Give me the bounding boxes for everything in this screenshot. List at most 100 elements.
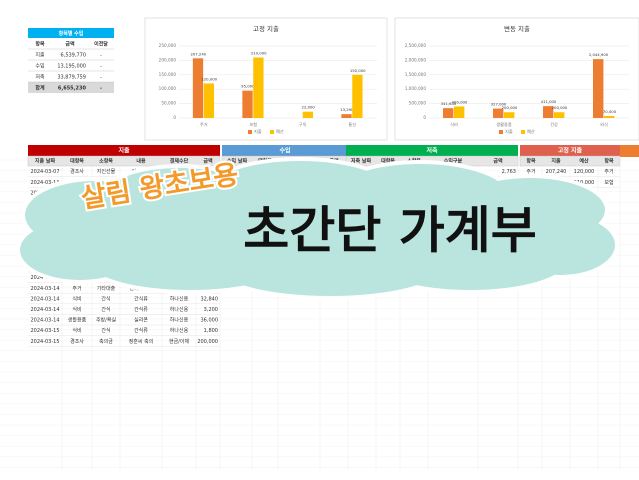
cloud <box>50 190 590 274</box>
summary-header: 항목 <box>35 41 45 48</box>
cell: 2024-03-14 <box>30 307 59 313</box>
y-tick-label: 150,000 <box>159 72 177 77</box>
cell: 2024-03-11 <box>30 180 59 186</box>
bar <box>554 112 565 118</box>
column-header: 결제수단 <box>170 158 189 165</box>
cell: 2024-03-15 <box>30 328 59 334</box>
table-title-bar <box>28 145 220 156</box>
bar <box>604 115 615 118</box>
column-header: 금액 <box>493 158 503 165</box>
bar <box>543 106 554 118</box>
bar <box>493 108 504 118</box>
bar <box>192 58 204 118</box>
x-tick-label: 보험 <box>249 122 257 127</box>
bar <box>443 108 454 118</box>
summary-cell: 합계 <box>35 84 45 91</box>
summary-cell: 지출 <box>35 51 45 58</box>
legend-label: 예산 <box>276 128 284 135</box>
cell: 식비 <box>72 327 81 334</box>
x-tick-label: 식비 <box>450 121 458 128</box>
column-header: 금액 <box>203 158 213 165</box>
y-tick-label: 100,000 <box>159 86 177 91</box>
table-title-bar <box>520 145 620 156</box>
data-label: 207,240 <box>190 51 206 56</box>
cell: 2024-03-14 <box>30 318 59 324</box>
cell: 하나신용 <box>170 317 189 324</box>
column-header: 수입 날짜 <box>227 158 248 165</box>
summary-header: 금액 <box>65 41 75 48</box>
y-tick-label: 1,500,000 <box>405 72 427 77</box>
data-label: 22,000 <box>302 105 316 110</box>
cell: 2024-03-14 <box>30 286 59 292</box>
y-tick-label: 0 <box>423 115 426 120</box>
cell: 보험 <box>604 180 613 186</box>
cell: 생활용품 <box>68 317 87 324</box>
y-tick-label: 200,000 <box>159 57 177 62</box>
table-title: 지출 <box>118 146 130 154</box>
cell: 현금/이체 <box>169 338 189 345</box>
cell: 경조사 <box>70 168 84 175</box>
cell: 2024-03-07 <box>30 169 59 175</box>
cell: 식비 <box>72 295 81 302</box>
data-label: 13,290 <box>340 107 354 112</box>
column-header: 항목 <box>526 158 536 165</box>
summary-cell: 13,195,000 <box>57 63 86 69</box>
cell: 경조사 <box>70 338 84 345</box>
data-label: 2,044,900 <box>589 52 609 57</box>
chart-frame <box>144 17 388 141</box>
legend-label: 지출 <box>505 128 513 135</box>
cell: 2024-03-14 <box>30 296 59 302</box>
table-title-bar <box>222 145 348 156</box>
legend-label: 지출 <box>254 128 262 135</box>
bar <box>203 83 215 118</box>
column-header: 소항목 <box>99 158 113 165</box>
summary-cell: - <box>100 85 102 91</box>
cell: 식비 <box>72 306 81 313</box>
chart-title: 변동 지출 <box>504 24 530 33</box>
cell: 200,000 <box>197 339 218 345</box>
legend-swatch <box>248 130 252 134</box>
cell: 간식 <box>101 327 110 334</box>
x-tick-label: 외식 <box>600 121 608 128</box>
x-tick-label: 통신 <box>348 121 356 127</box>
legend-swatch <box>270 130 274 134</box>
table-title: 수입 <box>279 146 290 154</box>
column-header: 대항목 <box>70 158 84 165</box>
cell: 1,800 <box>204 328 218 334</box>
column-header: 예산 <box>579 158 589 165</box>
cell: 간식류 <box>134 327 148 334</box>
summary-cell: 6,655,230 <box>58 85 87 91</box>
cell: 2,763 <box>502 169 516 175</box>
y-tick-label: 2,500,000 <box>405 43 427 48</box>
summary-header: 이전달 <box>94 41 108 48</box>
bar <box>253 57 264 118</box>
summary-cell: 6,539,770 <box>61 52 86 58</box>
data-label: 200,000 <box>552 105 568 110</box>
bar <box>352 74 363 118</box>
cell: 210,000 <box>574 180 595 186</box>
bar <box>593 59 604 118</box>
data-label: 400,000 <box>452 99 468 104</box>
x-tick-label: 생활용품 <box>496 121 512 128</box>
column-header: 내용 <box>136 158 146 165</box>
cell: 2024-03-15 <box>30 339 59 345</box>
summary-cell: - <box>100 74 102 80</box>
data-label: 95,000 <box>241 84 255 89</box>
y-tick-label: 500,000 <box>409 101 427 106</box>
column-header: 저축 날짜 <box>351 158 372 165</box>
column-header: 지출 <box>551 158 561 165</box>
legend-label: 예산 <box>527 128 535 135</box>
data-label: 411,000 <box>541 99 557 104</box>
cell: 36,000 <box>201 318 219 324</box>
cell: 간식류 <box>134 306 148 313</box>
cell: 32,840 <box>201 296 219 302</box>
column-header: 대항목 <box>381 158 395 165</box>
data-label: 200,000 <box>502 105 518 110</box>
x-tick-label: 건강 <box>550 121 558 127</box>
bar <box>504 112 515 118</box>
summary-cell: 저축 <box>35 73 45 80</box>
banner-title: 초간단 가계부 <box>243 202 536 260</box>
cell: 하나신용 <box>170 295 189 302</box>
